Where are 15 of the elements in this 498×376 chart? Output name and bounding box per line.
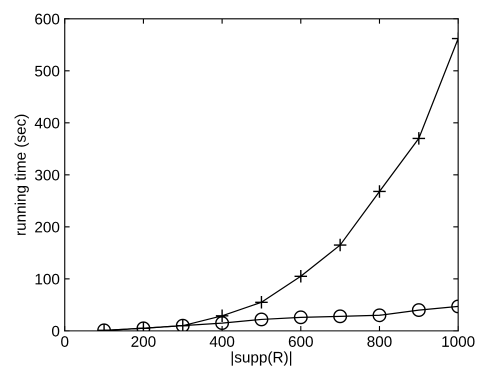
y-tick-label: 200 — [35, 222, 60, 233]
x-tick-label: 0 — [61, 336, 68, 347]
x-axis-title: |supp(R)| — [232, 351, 292, 366]
y-tick-label: 600 — [35, 14, 60, 24]
y-tick-label: 0 — [52, 326, 60, 337]
y-tick-label: 300 — [34, 170, 60, 181]
y-axis-title: running time (sec) — [14, 114, 29, 235]
y-tick-label: 500 — [35, 66, 60, 76]
x-tick-label: 400 — [210, 336, 234, 347]
x-tick-label: 800 — [367, 336, 392, 347]
x-tick-label: 600 — [288, 336, 313, 347]
x-tick-label: 200 — [131, 336, 156, 347]
y-tick-label: 400 — [34, 118, 60, 129]
y-tick-label: 100 — [36, 274, 60, 285]
x-tick-label: 1000 — [442, 336, 475, 347]
